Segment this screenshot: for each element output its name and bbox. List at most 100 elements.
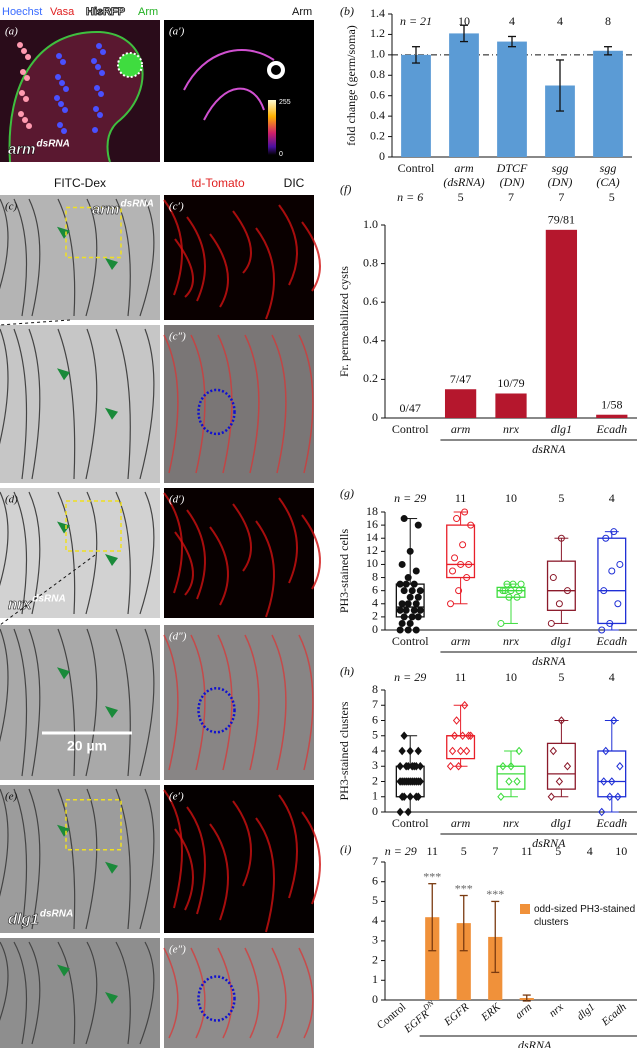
point	[600, 777, 608, 786]
membrane	[115, 328, 131, 480]
arm-signal	[183, 49, 275, 121]
point	[402, 606, 410, 614]
tomato-signal	[186, 216, 206, 302]
bar	[497, 41, 527, 158]
genotype-sup: dsRNA	[37, 139, 70, 150]
arrowhead	[57, 226, 70, 239]
point	[396, 580, 404, 588]
x-tick-label: nrx	[547, 1001, 566, 1020]
point	[406, 746, 414, 756]
tomato-signal	[278, 794, 298, 899]
point	[412, 600, 420, 608]
point	[499, 761, 507, 771]
point	[410, 606, 418, 614]
point	[549, 574, 557, 582]
membrane	[0, 198, 9, 290]
point	[398, 560, 406, 568]
genotype: nrx	[8, 596, 32, 613]
membrane	[57, 941, 76, 1045]
y-tick-label: 2	[372, 952, 378, 966]
y-tick-label: 6	[372, 712, 378, 726]
point	[513, 593, 521, 601]
point	[412, 567, 420, 575]
point	[513, 777, 521, 786]
x-tick-sublabel: (CA)	[596, 175, 619, 189]
point	[404, 761, 412, 771]
x-tick-sublabel: (DN)	[500, 175, 525, 189]
x-tick-label: sgg	[600, 161, 617, 175]
y-tick-label: 4	[372, 596, 378, 610]
tomato-signal	[232, 503, 252, 572]
point	[450, 731, 459, 741]
arrowhead	[105, 554, 118, 566]
nucleus	[63, 86, 69, 92]
nucleus	[26, 123, 32, 129]
point	[447, 600, 455, 608]
membrane	[85, 328, 98, 480]
genotype-sup: dsRNA	[40, 909, 73, 920]
n-label: 11	[455, 491, 467, 505]
y-axis-label: fold change (germ/soma)	[344, 25, 358, 146]
membrane	[139, 198, 155, 317]
nucleus	[59, 80, 65, 86]
point	[398, 746, 406, 756]
x-tick-label: Ecadh	[595, 422, 627, 436]
point	[414, 521, 422, 529]
x-tick-label: sgg	[552, 161, 569, 175]
arrowhead	[105, 992, 118, 1004]
n-label: 10	[615, 844, 627, 858]
value-label: 1/58	[601, 397, 622, 411]
nucleus	[60, 59, 66, 65]
panel-label: (a)	[5, 26, 18, 38]
tomato-signal	[232, 800, 252, 887]
y-tick-label: 0	[372, 804, 378, 818]
y-tick-label: 1.0	[370, 47, 385, 61]
n-label: 11	[521, 844, 533, 858]
n-label: 11	[426, 844, 438, 858]
point	[608, 567, 616, 575]
membrane	[115, 491, 131, 615]
y-tick-label: 16	[366, 517, 378, 531]
n-label: 4	[609, 670, 615, 684]
cyst-outline	[197, 388, 236, 436]
tomato-signal	[298, 634, 314, 771]
nucleus	[93, 106, 99, 112]
micrograph	[164, 488, 314, 618]
n-label: 5	[609, 190, 615, 204]
genotype: dlg1	[8, 911, 39, 928]
point	[517, 580, 525, 588]
nucleus	[96, 43, 102, 49]
tomato-signal	[217, 947, 233, 1039]
point	[465, 731, 473, 741]
y-tick-label: 12	[366, 543, 378, 557]
tomato-signal	[217, 634, 233, 771]
y-tick-label: 0.2	[363, 371, 378, 385]
point	[457, 560, 465, 568]
point	[507, 761, 515, 771]
y-tick-label: 3	[372, 933, 378, 947]
point	[456, 746, 465, 756]
bar	[495, 393, 527, 418]
dic-title: DIC	[284, 176, 305, 190]
box	[496, 765, 526, 790]
membrane	[13, 198, 28, 317]
membrane	[28, 788, 41, 930]
point	[602, 534, 610, 542]
y-tick-label: 7	[372, 854, 378, 868]
x-tick-label-group: nrx	[547, 1001, 566, 1020]
panel-label: (d″)	[169, 631, 187, 643]
significance: ***	[486, 887, 504, 901]
nucleus	[56, 53, 62, 59]
n-label: 7	[508, 190, 514, 204]
x-tick-label: ERK	[478, 1001, 503, 1025]
membrane	[13, 328, 28, 480]
point	[448, 746, 457, 756]
point	[416, 587, 424, 595]
tomato-signal	[278, 497, 298, 584]
y-tick-label: 10	[366, 556, 378, 570]
nucleus	[92, 127, 98, 133]
membrane	[139, 788, 155, 930]
membrane	[115, 198, 131, 317]
x-tick-label: Ecadh	[595, 816, 627, 830]
